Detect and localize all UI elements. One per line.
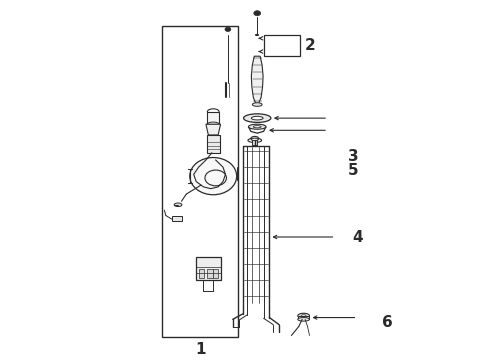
Text: 3: 3 — [347, 149, 358, 164]
Polygon shape — [206, 124, 220, 135]
Text: 4: 4 — [352, 230, 363, 244]
Text: 6: 6 — [382, 315, 392, 330]
Text: 5: 5 — [347, 163, 358, 178]
Bar — [196, 257, 220, 280]
Ellipse shape — [252, 103, 262, 106]
Bar — [207, 269, 213, 278]
Bar — [298, 316, 310, 319]
Ellipse shape — [225, 27, 231, 31]
Bar — [264, 35, 300, 56]
Ellipse shape — [253, 126, 261, 128]
Text: 2: 2 — [305, 38, 316, 53]
Ellipse shape — [190, 158, 237, 195]
Polygon shape — [251, 56, 263, 104]
Ellipse shape — [298, 318, 310, 321]
Bar — [162, 26, 238, 337]
Bar — [198, 269, 204, 278]
Bar — [252, 140, 257, 145]
Bar — [172, 216, 182, 221]
Ellipse shape — [244, 114, 271, 122]
Ellipse shape — [254, 11, 261, 16]
Ellipse shape — [251, 116, 263, 120]
Bar — [207, 135, 220, 153]
Ellipse shape — [174, 203, 182, 207]
Ellipse shape — [298, 313, 310, 318]
Bar — [213, 269, 218, 278]
Text: 1: 1 — [196, 342, 206, 357]
Ellipse shape — [248, 124, 266, 129]
Bar — [207, 112, 219, 124]
